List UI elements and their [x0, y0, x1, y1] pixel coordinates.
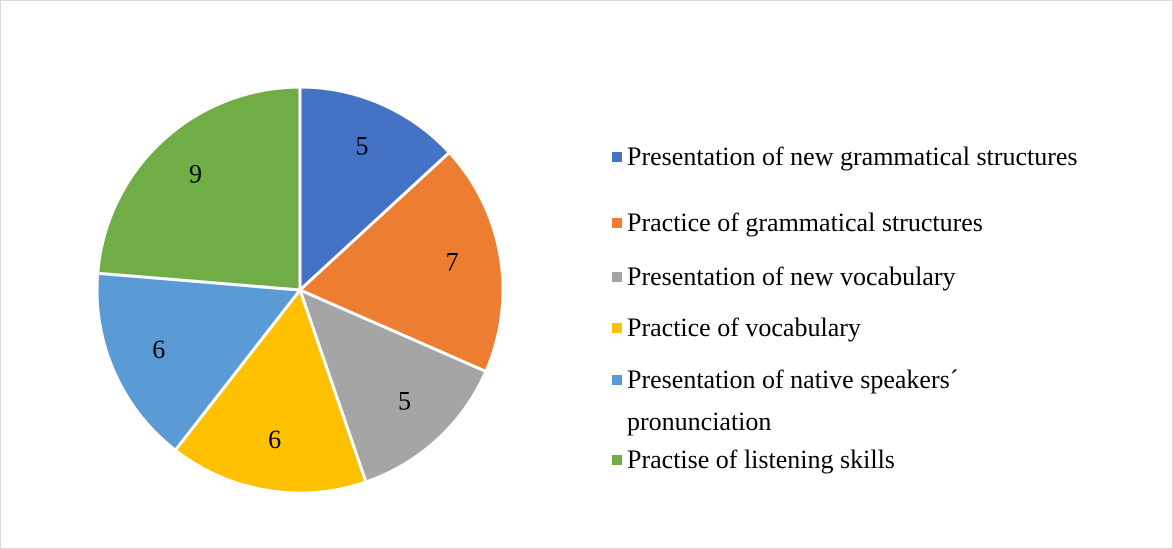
data-label: 6: [152, 335, 165, 364]
legend-swatch: [612, 375, 622, 385]
legend-label: Presentation of native speakers´ pronunc…: [627, 365, 959, 436]
pie-slice: [297, 287, 488, 484]
legend-entry: Presentation of native speakers´ pronunc…: [612, 359, 1092, 443]
data-label: 6: [268, 425, 281, 454]
legend-swatch: [612, 323, 622, 333]
legend-swatch: [612, 455, 622, 465]
pie-slice: [173, 286, 368, 495]
pie-slice: [297, 150, 505, 374]
legend-swatch: [612, 152, 622, 162]
legend-entry: Practise of listening skills: [612, 439, 1092, 481]
legend-entry: Presentation of new vocabulary: [612, 256, 1092, 298]
legend-entry: Practice of vocabulary: [612, 307, 1092, 349]
legend-label: Practise of listening skills: [627, 445, 895, 474]
legend-label: Practice of grammatical structures: [627, 208, 983, 237]
pie-slice: [96, 85, 302, 292]
data-label: 7: [446, 248, 459, 277]
data-label: 5: [355, 132, 368, 161]
legend-label: Presentation of new vocabulary: [627, 262, 956, 291]
data-label: 5: [398, 386, 411, 415]
legend-entry: Practice of grammatical structures: [612, 202, 1092, 244]
legend-swatch: [612, 272, 622, 282]
legend-label: Presentation of new grammatical structur…: [627, 142, 1078, 171]
pie-slice: [298, 85, 452, 294]
pie-slice: [95, 271, 303, 453]
legend-entry: Presentation of new grammatical structur…: [612, 136, 1092, 178]
legend-label: Practice of vocabulary: [627, 313, 861, 342]
legend-swatch: [612, 218, 622, 228]
data-label: 9: [189, 159, 202, 188]
